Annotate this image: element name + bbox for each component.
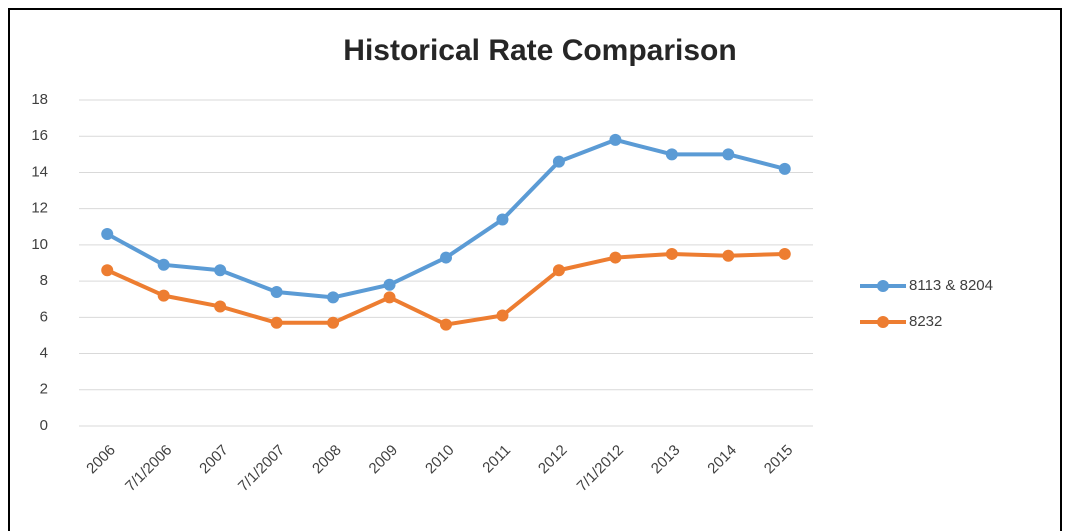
x-tick-label: 2009	[366, 442, 402, 478]
x-tick-label: 2006	[83, 442, 119, 478]
x-tick-label: 7/1/2012	[574, 442, 627, 495]
x-tick-label: 2012	[535, 442, 571, 478]
data-point	[214, 264, 227, 277]
data-point	[665, 247, 678, 260]
y-tick-label: 18	[31, 91, 48, 108]
data-point	[157, 258, 170, 271]
data-point	[665, 148, 678, 161]
y-tick-label: 16	[31, 127, 48, 144]
x-tick-label: 2008	[309, 442, 345, 478]
x-tick-label: 2011	[479, 442, 514, 477]
data-point	[327, 291, 340, 304]
legend-marker	[877, 280, 889, 292]
x-tick-label: 7/1/2006	[122, 442, 175, 495]
data-point	[270, 285, 283, 298]
data-point	[327, 316, 340, 329]
data-point	[778, 162, 791, 175]
data-point	[157, 289, 170, 302]
legend-label: 8113 & 8204	[909, 277, 993, 294]
y-tick-label: 0	[40, 417, 48, 434]
data-point	[722, 148, 735, 161]
legend-label: 8232	[909, 313, 942, 330]
x-tick-label: 2014	[704, 442, 740, 478]
x-tick-label: 2010	[422, 442, 458, 478]
y-tick-label: 12	[31, 200, 48, 217]
frame	[8, 8, 1062, 531]
data-point	[440, 251, 452, 264]
series-line	[106, 137, 786, 300]
data-point	[722, 249, 735, 262]
data-point	[496, 213, 509, 226]
x-tick-label: 2015	[761, 442, 797, 478]
data-point	[609, 133, 622, 146]
data-point	[383, 291, 396, 304]
series-line	[106, 251, 785, 327]
y-tick-label: 6	[40, 308, 48, 325]
y-tick-label: 4	[40, 345, 48, 362]
y-tick-label: 10	[31, 236, 48, 253]
data-point	[101, 228, 114, 241]
data-point	[552, 264, 565, 277]
x-tick-label: 7/1/2007	[235, 442, 288, 495]
legend-marker	[877, 316, 889, 328]
data-point	[101, 264, 114, 277]
y-tick-label: 8	[40, 272, 48, 289]
chart-title: Historical Rate Comparison	[343, 34, 736, 67]
data-point	[609, 251, 622, 264]
data-point	[440, 318, 452, 331]
y-tick-label: 2	[40, 381, 48, 398]
x-tick-label: 2013	[648, 442, 684, 478]
data-point	[778, 247, 791, 260]
data-point	[270, 316, 283, 329]
y-tick-label: 14	[31, 163, 48, 180]
x-tick-label: 2007	[196, 442, 232, 478]
data-point	[383, 278, 396, 291]
data-point	[552, 155, 565, 168]
data-point	[214, 300, 227, 313]
data-point	[496, 309, 509, 322]
